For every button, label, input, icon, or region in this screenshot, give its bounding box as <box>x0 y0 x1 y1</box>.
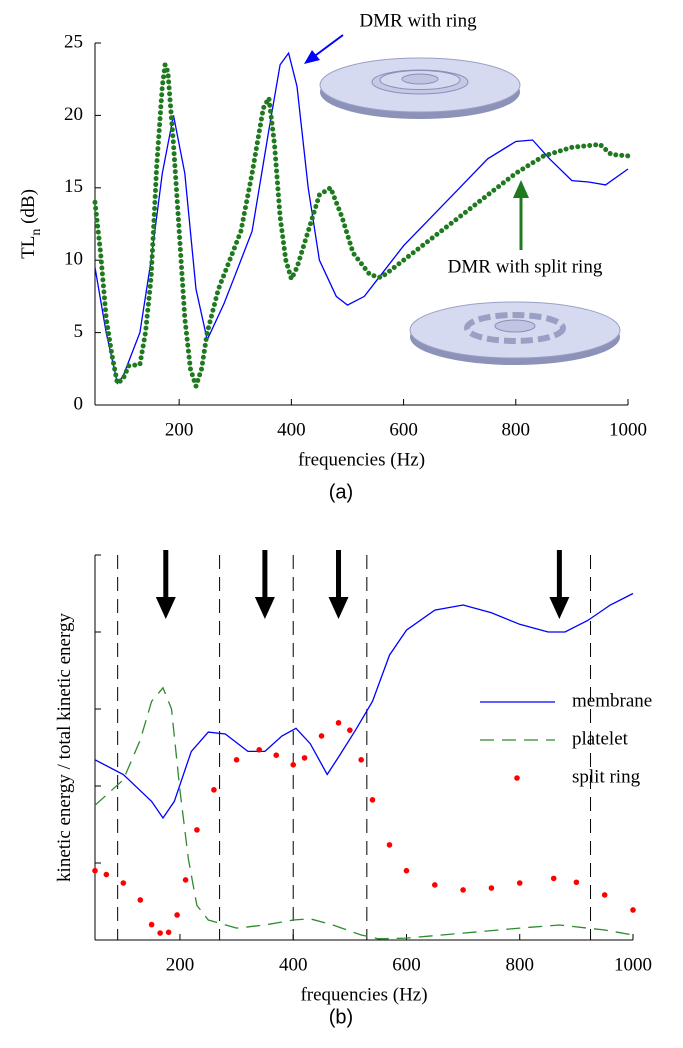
data-point <box>460 887 466 893</box>
x-tick-label: 800 <box>502 419 531 440</box>
data-point <box>386 842 393 848</box>
legend-label: split ring <box>572 766 641 787</box>
data-point <box>358 757 364 763</box>
y-axis-label: TLn (dB) <box>18 189 44 259</box>
y-axis-label-sub: n <box>29 229 44 236</box>
series-line <box>94 686 634 940</box>
x-tick-label: 1000 <box>609 419 647 440</box>
x-tick-label: 1000 <box>614 954 652 975</box>
x-tick-label: 600 <box>389 419 418 440</box>
y-tick-label: 20 <box>64 104 83 125</box>
data-point <box>148 921 155 928</box>
marker-arrowhead <box>328 597 349 619</box>
disk-ring <box>319 57 521 119</box>
disk-split-ring <box>409 301 621 365</box>
y-tick-label: 5 <box>74 321 84 342</box>
data-point <box>573 879 580 886</box>
x-axis-label: frequencies (Hz) <box>298 449 425 470</box>
data-point <box>601 892 608 898</box>
data-point <box>120 880 127 886</box>
y-axis-label-unit: (dB) <box>18 189 39 229</box>
data-point <box>165 929 172 936</box>
data-point <box>137 897 144 903</box>
annotation-arrow <box>311 34 344 59</box>
y-tick-label: 0 <box>74 393 84 414</box>
y-tick-label: 25 <box>64 31 83 52</box>
legend-label: membrane <box>572 690 652 711</box>
series-line <box>94 592 634 820</box>
annotation: DMR with split ring <box>448 256 603 277</box>
data-point <box>301 755 308 761</box>
y-axis-label-text: TL <box>18 236 39 259</box>
annotation-arrowhead <box>513 180 529 198</box>
data-point <box>318 733 325 739</box>
data-point <box>194 827 200 833</box>
y-tick-label: 10 <box>64 249 83 270</box>
marker-arrowhead <box>549 597 570 619</box>
data-point <box>488 885 495 891</box>
annotation: DMR with ring <box>359 10 477 31</box>
data-point <box>256 747 263 753</box>
marker-arrowhead <box>254 597 275 619</box>
data-point <box>233 757 240 763</box>
data-point <box>290 762 297 768</box>
x-tick-label: 400 <box>277 419 306 440</box>
data-point <box>369 797 376 803</box>
x-tick-label: 800 <box>505 954 534 975</box>
series-line <box>94 51 629 385</box>
data-point <box>403 867 410 874</box>
data-point <box>273 752 280 758</box>
x-tick-label: 200 <box>166 954 195 975</box>
data-point <box>431 882 438 888</box>
data-point <box>92 867 98 874</box>
y-axis-label-text: kinetic energy / total kinetic energy <box>54 613 75 882</box>
data-point <box>103 871 110 878</box>
annotation-arrowhead <box>304 50 320 64</box>
series-line <box>92 63 631 395</box>
data-point <box>157 930 163 936</box>
data-point <box>182 877 189 883</box>
data-point <box>516 880 523 886</box>
caption: (b) <box>329 1006 353 1028</box>
data-point <box>211 787 217 793</box>
y-axis-label: kinetic energy / total kinetic energy <box>54 613 75 882</box>
x-tick-label: 600 <box>392 954 421 975</box>
data-point <box>550 875 557 882</box>
marker-arrowhead <box>155 597 176 619</box>
data-point <box>174 912 180 918</box>
legend-label: platelet <box>572 728 629 749</box>
data-point <box>630 907 636 913</box>
data-point <box>335 720 342 726</box>
x-tick-label: 200 <box>165 419 194 440</box>
legend-swatch <box>514 775 520 781</box>
x-axis-label: frequencies (Hz) <box>300 984 427 1005</box>
y-tick-label: 15 <box>64 176 83 197</box>
caption: (a) <box>329 481 353 503</box>
data-point <box>347 727 353 733</box>
x-tick-label: 400 <box>279 954 308 975</box>
